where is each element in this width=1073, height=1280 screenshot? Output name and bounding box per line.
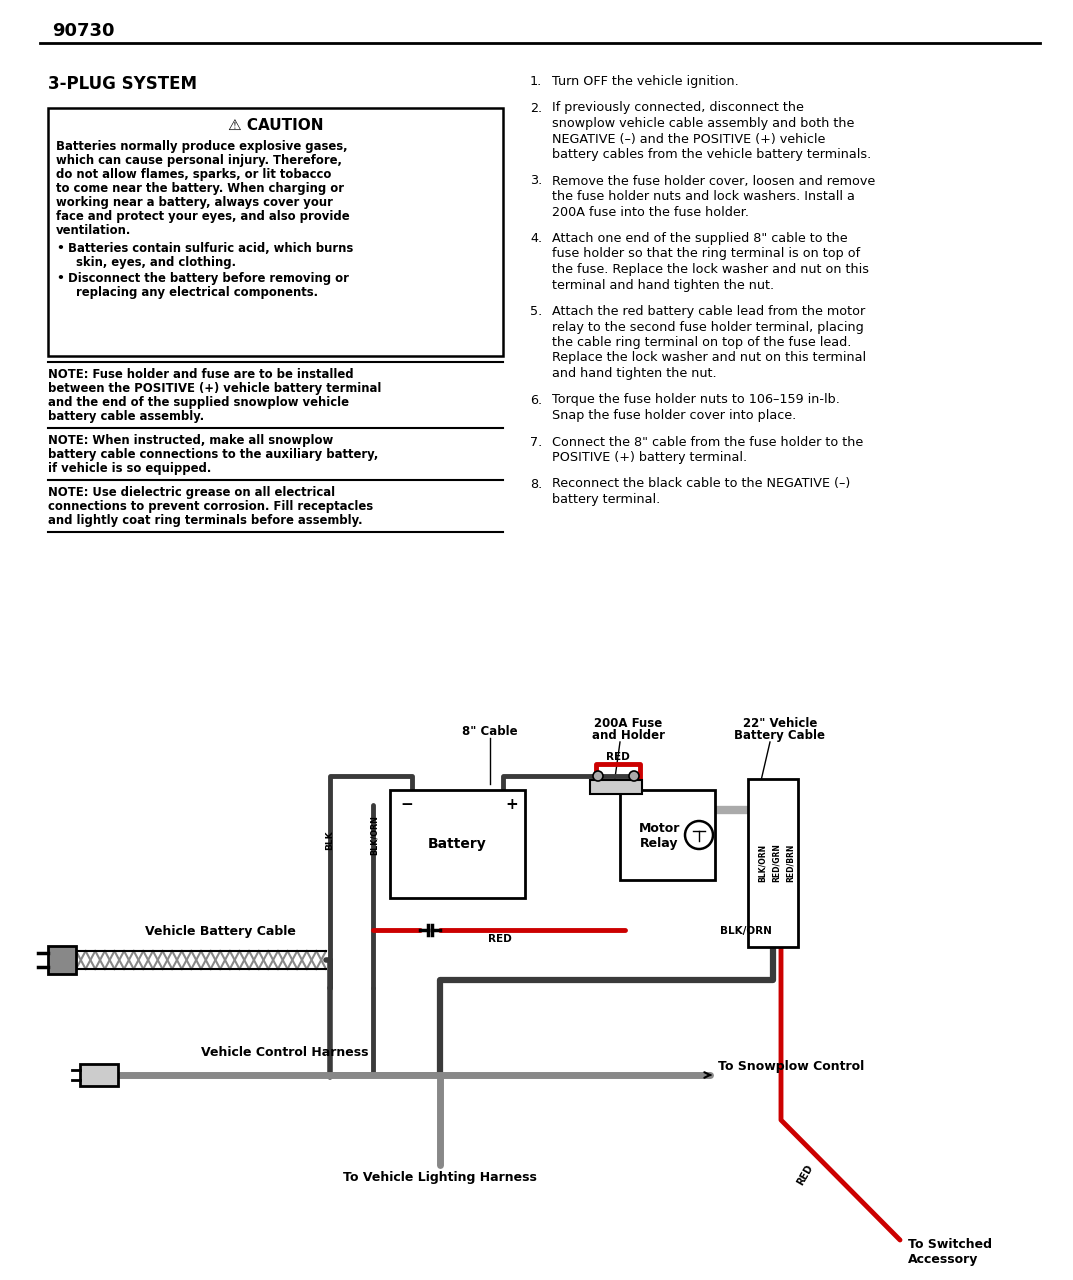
Text: if vehicle is so equipped.: if vehicle is so equipped. xyxy=(48,462,211,475)
Text: ⚠ CAUTION: ⚠ CAUTION xyxy=(227,118,323,133)
Text: and the end of the supplied snowplow vehicle: and the end of the supplied snowplow veh… xyxy=(48,396,349,410)
Text: BLK/ORN: BLK/ORN xyxy=(720,925,771,936)
Text: NOTE: When instructed, make all snowplow: NOTE: When instructed, make all snowplow xyxy=(48,434,334,447)
Text: Relay: Relay xyxy=(641,837,679,850)
Text: •: • xyxy=(56,242,64,255)
Text: If previously connected, disconnect the: If previously connected, disconnect the xyxy=(552,101,804,114)
Text: Battery: Battery xyxy=(428,837,487,851)
Text: the fuse holder nuts and lock washers. Install a: the fuse holder nuts and lock washers. I… xyxy=(552,189,855,204)
Text: Replace the lock washer and nut on this terminal: Replace the lock washer and nut on this … xyxy=(552,352,866,365)
Text: skin, eyes, and clothing.: skin, eyes, and clothing. xyxy=(68,256,236,269)
Text: Snap the fuse holder cover into place.: Snap the fuse holder cover into place. xyxy=(552,410,796,422)
Text: 2.: 2. xyxy=(530,101,542,114)
Text: +: + xyxy=(505,797,518,812)
Text: working near a battery, always cover your: working near a battery, always cover you… xyxy=(56,196,333,209)
Text: −: − xyxy=(400,797,413,812)
Text: battery cable assembly.: battery cable assembly. xyxy=(48,410,204,422)
Text: and lightly coat ring terminals before assembly.: and lightly coat ring terminals before a… xyxy=(48,515,363,527)
Text: fuse holder so that the ring terminal is on top of: fuse holder so that the ring terminal is… xyxy=(552,247,861,261)
Text: and Holder: and Holder xyxy=(591,730,664,742)
Text: do not allow flames, sparks, or lit tobacco: do not allow flames, sparks, or lit toba… xyxy=(56,168,332,180)
Text: to come near the battery. When charging or: to come near the battery. When charging … xyxy=(56,182,344,195)
Text: snowplow vehicle cable assembly and both the: snowplow vehicle cable assembly and both… xyxy=(552,116,854,131)
Text: 7.: 7. xyxy=(530,435,542,448)
Bar xyxy=(748,780,798,947)
Bar xyxy=(80,1064,118,1085)
Text: battery cable connections to the auxiliary battery,: battery cable connections to the auxilia… xyxy=(48,448,379,461)
Bar xyxy=(48,108,503,356)
Text: RED/GRN: RED/GRN xyxy=(771,844,780,882)
Text: Attach the red battery cable lead from the motor: Attach the red battery cable lead from t… xyxy=(552,305,865,317)
Circle shape xyxy=(593,771,603,781)
Bar xyxy=(620,790,715,881)
Text: 6.: 6. xyxy=(530,393,542,407)
Text: 200A Fuse: 200A Fuse xyxy=(593,717,662,730)
Text: Batteries contain sulfuric acid, which burns: Batteries contain sulfuric acid, which b… xyxy=(68,242,353,255)
Text: terminal and hand tighten the nut.: terminal and hand tighten the nut. xyxy=(552,279,774,292)
Text: between the POSITIVE (+) vehicle battery terminal: between the POSITIVE (+) vehicle battery… xyxy=(48,381,381,396)
Text: 1.: 1. xyxy=(530,76,542,88)
Text: 90730: 90730 xyxy=(52,22,115,40)
Text: Torque the fuse holder nuts to 106–159 in-lb.: Torque the fuse holder nuts to 106–159 i… xyxy=(552,393,840,407)
Text: NOTE: Use dielectric grease on all electrical: NOTE: Use dielectric grease on all elect… xyxy=(48,486,335,499)
Text: Batteries normally produce explosive gases,: Batteries normally produce explosive gas… xyxy=(56,140,348,154)
Circle shape xyxy=(629,771,640,781)
Text: and hand tighten the nut.: and hand tighten the nut. xyxy=(552,367,717,380)
Text: 8.: 8. xyxy=(530,477,542,490)
Text: 5.: 5. xyxy=(530,305,542,317)
Text: Disconnect the battery before removing or: Disconnect the battery before removing o… xyxy=(68,271,349,285)
Text: Vehicle Control Harness: Vehicle Control Harness xyxy=(202,1046,369,1059)
Text: Motor: Motor xyxy=(638,822,680,835)
Text: the fuse. Replace the lock washer and nut on this: the fuse. Replace the lock washer and nu… xyxy=(552,262,869,276)
Bar xyxy=(590,780,642,794)
Text: face and protect your eyes, and also provide: face and protect your eyes, and also pro… xyxy=(56,210,350,223)
Text: Turn OFF the vehicle ignition.: Turn OFF the vehicle ignition. xyxy=(552,76,738,88)
Text: To Snowplow Control: To Snowplow Control xyxy=(718,1060,864,1073)
Text: 3-PLUG SYSTEM: 3-PLUG SYSTEM xyxy=(48,76,197,93)
Text: BLK/ORN: BLK/ORN xyxy=(758,844,766,882)
Text: Vehicle Battery Cable: Vehicle Battery Cable xyxy=(145,925,295,938)
Text: RED: RED xyxy=(488,934,512,945)
Text: BLK/ORN: BLK/ORN xyxy=(369,815,379,855)
Text: the cable ring terminal on top of the fuse lead.: the cable ring terminal on top of the fu… xyxy=(552,335,851,349)
Text: 200A fuse into the fuse holder.: 200A fuse into the fuse holder. xyxy=(552,206,749,219)
Text: RED: RED xyxy=(606,751,630,762)
Text: Battery Cable: Battery Cable xyxy=(735,730,825,742)
Text: battery terminal.: battery terminal. xyxy=(552,493,660,506)
Text: Reconnect the black cable to the NEGATIVE (–): Reconnect the black cable to the NEGATIV… xyxy=(552,477,850,490)
Text: replacing any electrical components.: replacing any electrical components. xyxy=(68,285,318,300)
Bar xyxy=(389,790,525,899)
Bar xyxy=(48,946,76,974)
Text: 8" Cable: 8" Cable xyxy=(462,724,518,739)
Text: Connect the 8" cable from the fuse holder to the: Connect the 8" cable from the fuse holde… xyxy=(552,435,864,448)
Text: battery cables from the vehicle battery terminals.: battery cables from the vehicle battery … xyxy=(552,148,871,161)
Text: Remove the fuse holder cover, loosen and remove: Remove the fuse holder cover, loosen and… xyxy=(552,174,876,187)
Text: BLK: BLK xyxy=(325,831,335,850)
Text: To Switched
Accessory: To Switched Accessory xyxy=(908,1238,993,1266)
Text: 22" Vehicle: 22" Vehicle xyxy=(743,717,818,730)
Text: NEGATIVE (–) and the POSITIVE (+) vehicle: NEGATIVE (–) and the POSITIVE (+) vehicl… xyxy=(552,133,825,146)
Text: NOTE: Fuse holder and fuse are to be installed: NOTE: Fuse holder and fuse are to be ins… xyxy=(48,369,354,381)
Text: •: • xyxy=(56,271,64,285)
Text: RED: RED xyxy=(795,1164,814,1187)
Circle shape xyxy=(685,820,712,849)
Text: which can cause personal injury. Therefore,: which can cause personal injury. Therefo… xyxy=(56,154,342,166)
Text: To Vehicle Lighting Harness: To Vehicle Lighting Harness xyxy=(343,1171,536,1184)
Text: Attach one end of the supplied 8" cable to the: Attach one end of the supplied 8" cable … xyxy=(552,232,848,244)
Text: connections to prevent corrosion. Fill receptacles: connections to prevent corrosion. Fill r… xyxy=(48,500,373,513)
Text: relay to the second fuse holder terminal, placing: relay to the second fuse holder terminal… xyxy=(552,320,864,334)
Text: ventilation.: ventilation. xyxy=(56,224,131,237)
Text: 4.: 4. xyxy=(530,232,542,244)
Text: RED/BRN: RED/BRN xyxy=(785,844,794,882)
Text: POSITIVE (+) battery terminal.: POSITIVE (+) battery terminal. xyxy=(552,451,747,463)
Text: 3.: 3. xyxy=(530,174,542,187)
